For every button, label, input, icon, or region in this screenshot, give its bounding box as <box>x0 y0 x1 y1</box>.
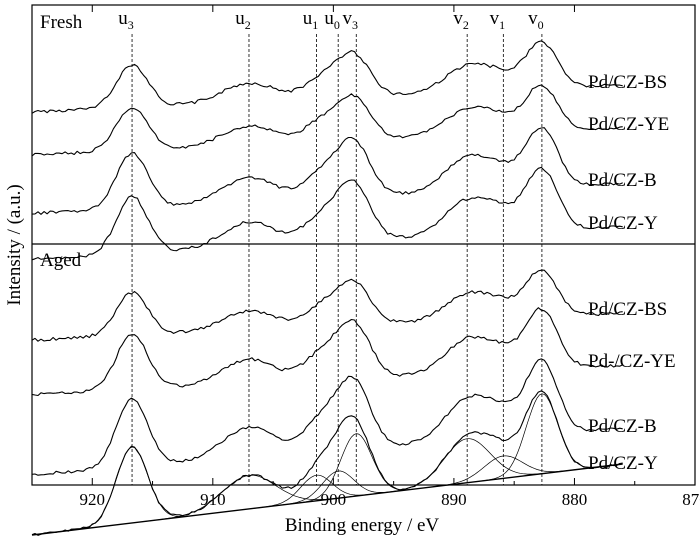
fit-component-5 <box>293 433 417 504</box>
panel-label-aged: Aged <box>40 250 82 271</box>
x-axis-label: Binding energy / eV <box>285 515 440 536</box>
x-axis-ticks: 920 910 900 890 880 870 <box>31 5 700 509</box>
spectrum-fresh-2 <box>31 84 623 157</box>
plot-frame <box>31 4 696 486</box>
fit-baseline <box>31 463 623 536</box>
panel-label-fresh: Fresh <box>40 12 83 33</box>
peak-label-v2: v2 <box>453 8 469 32</box>
series-label-aged-1: Pd/CZ-BS <box>588 299 667 320</box>
spectrum-aged-3 <box>31 358 623 476</box>
peak-label-u0: u0 <box>324 8 340 32</box>
fit-component-8 <box>479 393 603 482</box>
series-label-aged-4: Pd/CZ-Y <box>588 453 658 474</box>
peak-label-u2: u2 <box>235 8 251 32</box>
spectrum-fresh-4 <box>31 166 623 261</box>
peak-labels: u3 u2 u1 u0 v3 v2 v1 v0 <box>118 8 543 32</box>
y-axis-label: Intensity / (a.u.) <box>4 184 25 305</box>
fit-component-1 <box>69 446 193 531</box>
x-tick-label-920: 920 <box>80 490 106 509</box>
x-tick-label-890: 890 <box>441 490 467 509</box>
series-label-fresh-4: Pd/CZ-Y <box>588 213 658 234</box>
x-tick-label-870: 870 <box>682 490 700 509</box>
fit-component-6 <box>375 438 557 495</box>
spectrum-aged-4 <box>31 390 623 536</box>
fit-component-2 <box>142 474 353 523</box>
fit-component-7 <box>426 455 579 488</box>
fit-component-3 <box>253 474 377 509</box>
spectrum-fresh-1 <box>31 40 623 114</box>
peak-label-v3: v3 <box>343 8 359 32</box>
x-tick-label-880: 880 <box>562 490 588 509</box>
x-tick-label-910: 910 <box>200 490 226 509</box>
series-label-aged-2: Pd-/CZ-YE <box>588 351 676 372</box>
peak-label-u3: u3 <box>118 8 134 32</box>
spectra <box>31 40 623 536</box>
spectrum-fresh-3 <box>31 127 623 215</box>
series-label-fresh-2: Pd/CZ-YE <box>588 114 669 135</box>
series-label-fresh-3: Pd/CZ-B <box>588 170 657 191</box>
peak-label-v1: v1 <box>490 8 506 32</box>
fitted-components <box>31 393 623 536</box>
peak-reference-lines <box>131 34 543 485</box>
series-labels: Pd/CZ-BS Pd/CZ-YE Pd/CZ-B Pd/CZ-Y Pd/CZ-BS Pd… <box>588 72 676 474</box>
frame-layer <box>31 4 696 486</box>
spectrum-aged-2 <box>31 307 623 397</box>
x-tick-label-900: 900 <box>321 490 347 509</box>
panel-labels: Fresh Aged <box>40 12 83 271</box>
series-label-aged-3: Pd/CZ-B <box>588 416 657 437</box>
spectrum-aged-1 <box>31 269 623 342</box>
peak-label-u1: u1 <box>303 8 319 32</box>
series-label-fresh-1: Pd/CZ-BS <box>588 72 667 93</box>
fit-component-4 <box>275 470 399 507</box>
peak-label-v0: v0 <box>528 8 544 32</box>
